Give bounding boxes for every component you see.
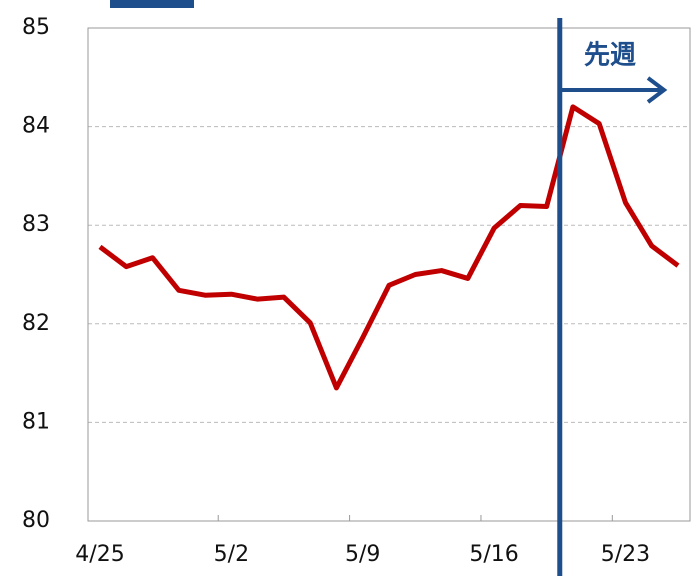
x-tick-label: 5/2 — [214, 542, 249, 567]
y-tick-label: 84 — [22, 114, 50, 139]
y-tick-label: 83 — [22, 212, 50, 237]
data-line — [98, 104, 680, 391]
x-tick-label: 5/23 — [601, 542, 650, 567]
y-tick-label: 85 — [22, 15, 50, 40]
y-tick-label: 82 — [22, 311, 50, 336]
x-tick-label: 4/25 — [75, 542, 124, 567]
arrow-head — [646, 76, 668, 104]
header-tab — [110, 0, 194, 8]
plot-frame — [87, 27, 691, 522]
annotation: 先週 — [584, 41, 636, 71]
y-tick-label: 80 — [22, 508, 50, 533]
y-tick-label: 81 — [22, 409, 50, 434]
x-tick-label: 5/16 — [469, 542, 518, 567]
x-tick-label: 5/9 — [345, 542, 380, 567]
